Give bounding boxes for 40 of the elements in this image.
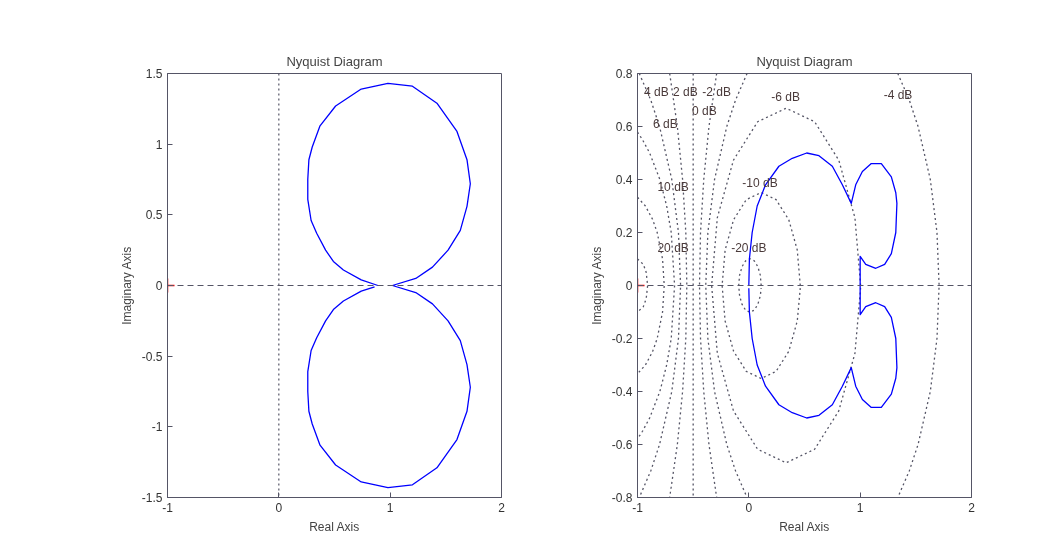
x-tick-label: 2 [498, 500, 506, 515]
line-series [307, 82, 471, 489]
annotation: 2 dB [673, 85, 698, 100]
x-tick-label: 1 [386, 500, 394, 515]
x-tick-label: 0 [745, 500, 753, 515]
y-axis-title: Imaginary Axis [589, 246, 604, 325]
y-tick-label: 0.4 [615, 173, 633, 187]
x-tick-label: 0 [275, 500, 283, 515]
y-tick-label: 1 [155, 137, 163, 152]
annotation: 10 dB [657, 180, 689, 195]
y-tick-label: 0.5 [145, 208, 163, 223]
annotation: -6 dB [771, 90, 800, 105]
y-tick-label: 0.2 [615, 226, 633, 240]
y-tick-label: 1.5 [145, 67, 163, 81]
x-tick-label: 1 [856, 500, 864, 515]
y-tick-label: -0.8 [611, 491, 633, 505]
x-tick-label: -1 [632, 500, 644, 515]
y-axis-title: Imaginary Axis [119, 246, 134, 325]
annotation: 20 dB [657, 241, 689, 256]
annotation: 6 dB [652, 116, 678, 131]
y-tick-label: 0.8 [615, 67, 633, 81]
annotation: 0 dB [691, 103, 717, 118]
y-tick-label: -0.6 [611, 438, 633, 452]
annotation: 4 dB [644, 85, 669, 100]
y-tick-label: -0.5 [141, 349, 163, 364]
y-tick-label: 0 [155, 279, 163, 293]
annotation: -4 dB [883, 87, 913, 102]
y-tick-label: -0.4 [611, 385, 633, 399]
y-tick-label: -1 [151, 420, 163, 435]
annotation: -20 dB [731, 241, 767, 256]
chart-title: Nyquist Diagram [286, 53, 383, 69]
y-tick-label: 0.6 [615, 120, 633, 134]
y-tick-label: 0 [625, 279, 633, 293]
x-axis-title: Real Axis [779, 519, 830, 534]
x-tick-label: 2 [968, 500, 976, 515]
x-axis-title: Real Axis [309, 519, 360, 534]
chart-title: Nyquist Diagram [756, 53, 853, 69]
y-tick-label: -1.5 [141, 491, 163, 505]
annotation: -2 dB [702, 85, 731, 100]
y-tick-label: -0.2 [611, 332, 633, 346]
